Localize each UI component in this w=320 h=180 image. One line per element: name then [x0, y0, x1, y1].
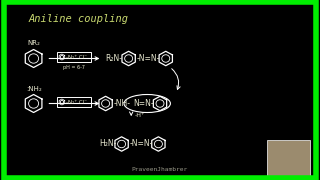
Text: -N₂⁺ Cl⁻: -N₂⁺ Cl⁻ — [67, 100, 87, 105]
FancyBboxPatch shape — [57, 52, 92, 62]
Text: N=N-: N=N- — [133, 99, 153, 108]
Text: R₂N-: R₂N- — [106, 54, 123, 63]
FancyBboxPatch shape — [57, 97, 92, 107]
Text: PraveenJhambrer: PraveenJhambrer — [132, 167, 188, 172]
Text: pH = 6-7: pH = 6-7 — [63, 65, 85, 70]
Text: -N=N-: -N=N- — [137, 54, 160, 63]
Text: :NH₂: :NH₂ — [26, 86, 42, 91]
Text: Aniline coupling: Aniline coupling — [29, 14, 129, 24]
Text: -N₂⁺ Cl⁻: -N₂⁺ Cl⁻ — [67, 55, 87, 60]
Text: H₂N-: H₂N- — [99, 140, 116, 148]
Text: -H⁺: -H⁺ — [135, 113, 145, 118]
Text: -N=N-: -N=N- — [130, 140, 153, 148]
Text: -NH-: -NH- — [114, 99, 131, 108]
Text: NR₂: NR₂ — [27, 40, 40, 46]
